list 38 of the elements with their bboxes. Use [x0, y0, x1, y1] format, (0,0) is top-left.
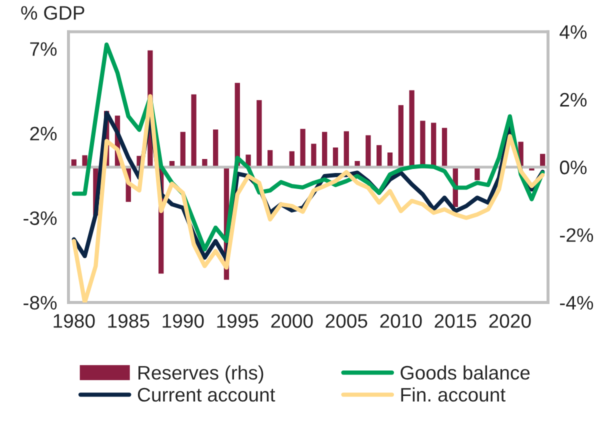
bar: [190, 92, 198, 168]
bar: [396, 104, 405, 168]
x-tick-label: 2005: [326, 314, 368, 328]
y-tick-label: -8%: [24, 296, 57, 310]
legend-label: Goods balance: [400, 365, 530, 380]
x-tick-label: 2015: [434, 314, 476, 328]
legend-label: Reserves (rhs): [138, 365, 264, 384]
bar: [375, 144, 384, 168]
bar: [440, 126, 448, 168]
y2-tick-label: 4%: [560, 25, 587, 39]
y2-tick-label: -2%: [560, 228, 594, 242]
y-tick-label: 7%: [30, 42, 57, 56]
x-tick-label: 2010: [380, 314, 422, 328]
y-tick-label: 2%: [30, 126, 57, 140]
y2-tick-label: -4%: [560, 296, 594, 310]
bar: [212, 128, 220, 168]
bar: [364, 134, 372, 168]
y2-tick-label: 2%: [560, 92, 587, 107]
bar: [342, 130, 350, 168]
bar: [298, 127, 307, 168]
x-tick-label: 1995: [217, 314, 258, 328]
bar: [255, 98, 264, 168]
y-tick-label: -3%: [24, 211, 57, 226]
x-tick-label: 1985: [108, 314, 150, 328]
y2-tick-label: 0%: [560, 160, 587, 174]
legend-label: Fin. account: [401, 387, 506, 402]
bar: [430, 121, 438, 168]
y-axis-title: % GDP: [21, 6, 84, 20]
line-series: [72, 94, 545, 302]
bar: [320, 130, 329, 168]
x-tick-label: 1980: [54, 314, 95, 328]
bar: [178, 130, 187, 168]
bar: [310, 142, 318, 168]
x-tick-label: 2020: [489, 314, 531, 328]
bar: [332, 146, 340, 168]
x-tick-label: 1990: [162, 314, 204, 328]
legend-label: Current account: [138, 388, 276, 402]
x-tick-label: 2000: [271, 314, 313, 328]
